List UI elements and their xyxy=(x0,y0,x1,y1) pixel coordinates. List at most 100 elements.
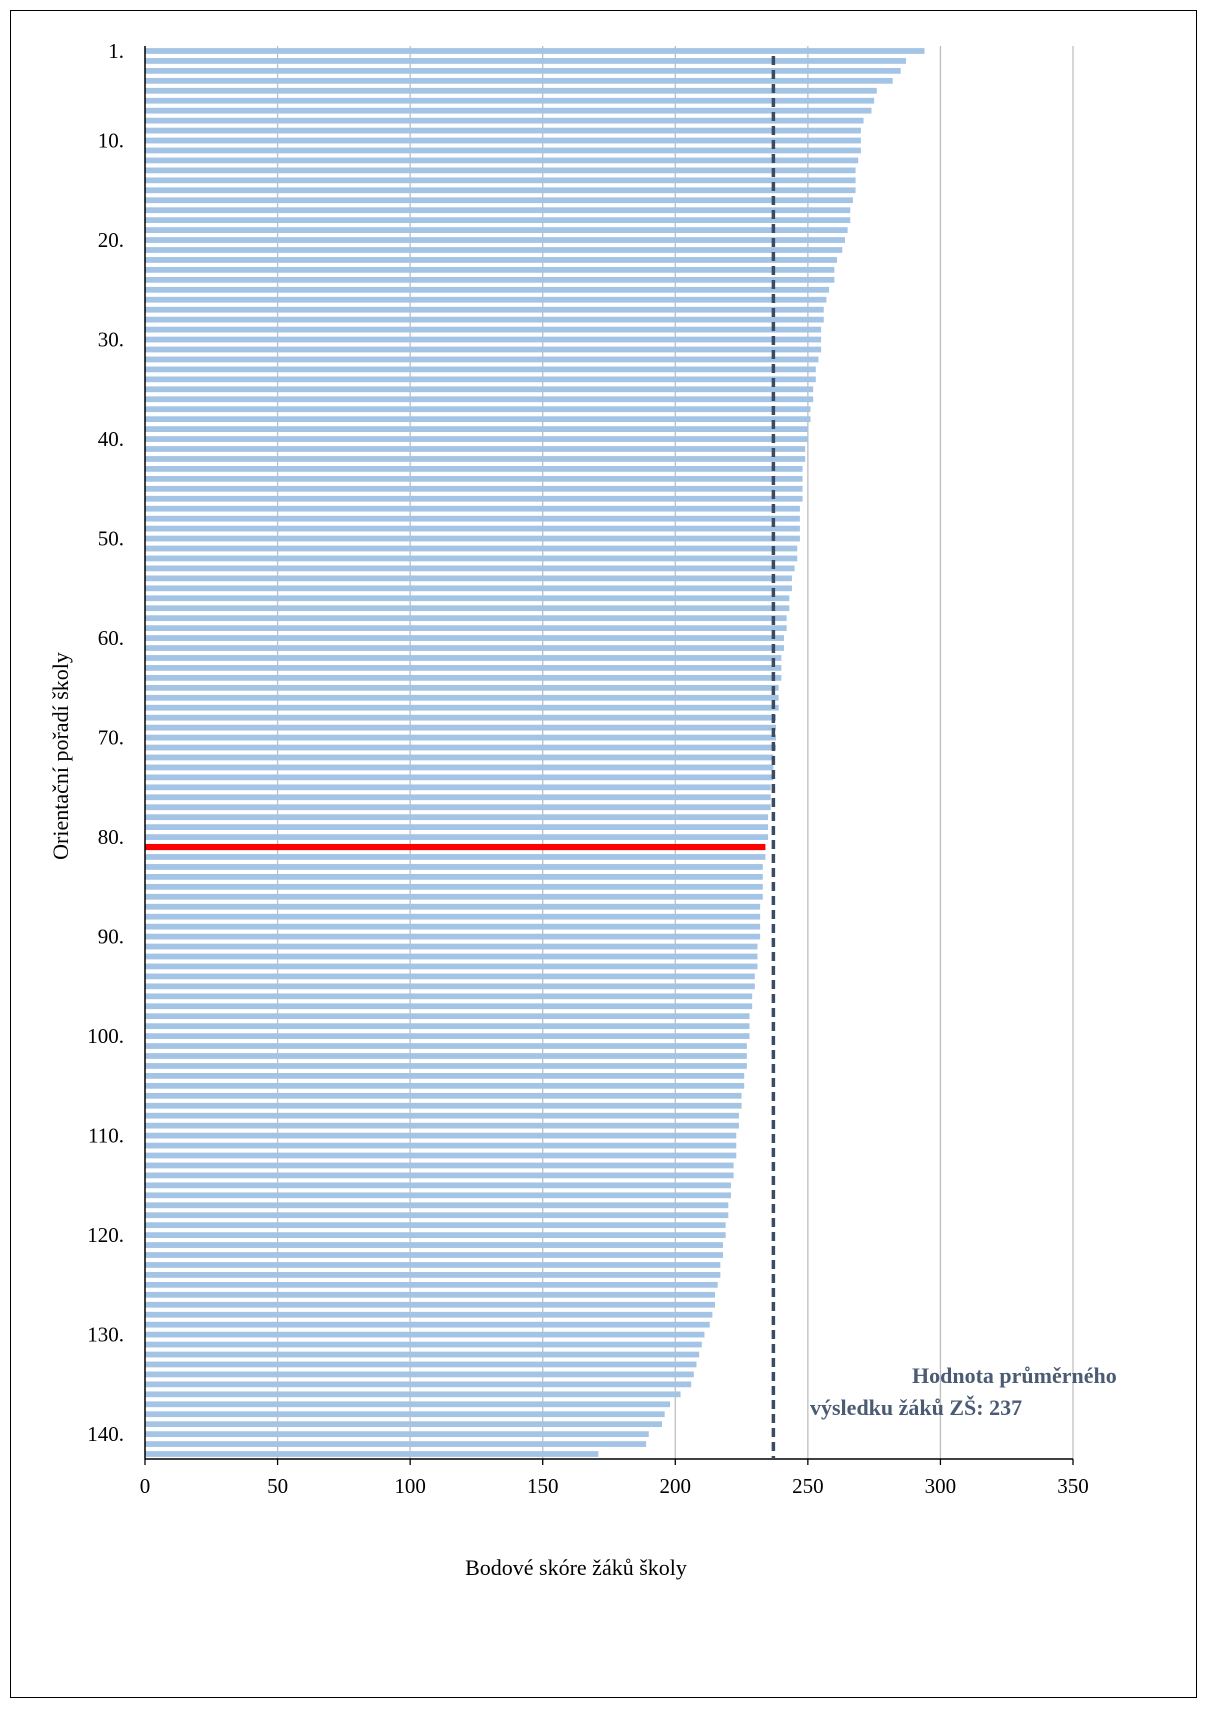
bar-school-11 xyxy=(145,147,861,154)
bar-school-114 xyxy=(145,1172,734,1179)
bar-school-67 xyxy=(145,704,779,711)
y-tick-label: 70. xyxy=(98,726,124,750)
bar-school-138 xyxy=(145,1411,665,1418)
x-tick-label: 200 xyxy=(660,1474,692,1498)
bar-school-68 xyxy=(145,714,777,721)
bar-school-7 xyxy=(145,107,872,114)
bar-school-45 xyxy=(145,485,803,492)
bar-school-128 xyxy=(145,1311,713,1318)
bar-school-86 xyxy=(145,893,763,900)
bar-school-8 xyxy=(145,117,864,124)
y-tick-label: 110. xyxy=(88,1124,124,1148)
bar-school-140 xyxy=(145,1431,649,1438)
x-tick-label: 350 xyxy=(1057,1474,1089,1498)
bar-school-82 xyxy=(145,854,766,860)
y-tick-label: 1. xyxy=(108,39,124,63)
y-tick-label: 90. xyxy=(98,925,124,949)
bar-school-46 xyxy=(145,495,803,502)
bar-school-57 xyxy=(145,605,790,612)
bar-school-9 xyxy=(145,127,861,134)
bar-school-65 xyxy=(145,684,779,691)
bar-school-37 xyxy=(145,406,811,413)
bar-school-105 xyxy=(145,1082,745,1089)
bar-school-3 xyxy=(145,67,901,74)
bar-school-31 xyxy=(145,346,822,353)
bar-school-74 xyxy=(145,774,774,781)
y-tick-label: 30. xyxy=(98,328,124,352)
bar-school-48 xyxy=(145,515,800,522)
bar-school-29 xyxy=(145,326,822,333)
bar-school-54 xyxy=(145,575,792,582)
bar-school-108 xyxy=(145,1112,739,1119)
y-axis-title: Orientační pořadí školy xyxy=(48,652,73,860)
bar-school-66 xyxy=(145,694,779,701)
bar-school-80 xyxy=(145,834,769,840)
bar-school-71 xyxy=(145,744,777,751)
chart-frame: 0 50 100 150 200 250 300 350 1. 10. 20. 30. 40. 50. 60… xyxy=(10,10,1197,1698)
bar-school-85 xyxy=(145,883,763,890)
bar-school-106 xyxy=(145,1092,742,1099)
bar-school-75 xyxy=(145,784,771,791)
y-tick-label: 130. xyxy=(87,1323,124,1347)
annotation-line-2: výsledku žáků ZŠ: 237 xyxy=(810,1395,1022,1420)
bar-school-98 xyxy=(145,1013,750,1020)
y-tick-label: 140. xyxy=(87,1422,124,1446)
bar-school-58 xyxy=(145,615,787,622)
bar-school-50 xyxy=(145,535,800,542)
bar-school-27 xyxy=(145,306,824,313)
y-tick-label: 100. xyxy=(87,1024,124,1048)
bar-school-78 xyxy=(145,814,769,821)
bar-school-62 xyxy=(145,655,782,661)
bar-school-17 xyxy=(145,207,851,214)
bar-school-83 xyxy=(145,864,763,870)
x-tick-label: 250 xyxy=(792,1474,824,1498)
bar-school-38 xyxy=(145,416,811,423)
bar-school-133 xyxy=(145,1361,697,1368)
y-tick-label: 60. xyxy=(98,626,124,650)
bar-school-13 xyxy=(145,167,856,174)
bar-school-87 xyxy=(145,903,761,910)
bar-school-89 xyxy=(145,923,761,930)
bar-school-109 xyxy=(145,1122,739,1129)
bar-school-2 xyxy=(145,58,906,64)
bar-school-39 xyxy=(145,426,808,432)
bar-school-104 xyxy=(145,1073,745,1079)
x-tick-label: 150 xyxy=(527,1474,559,1498)
highlighted-school-bar xyxy=(145,843,766,851)
bar-school-6 xyxy=(145,97,875,104)
bar-school-36 xyxy=(145,396,814,403)
bar-school-103 xyxy=(145,1063,747,1069)
bar-school-95 xyxy=(145,983,755,990)
bar-school-61 xyxy=(145,645,784,651)
bar-school-40 xyxy=(145,436,808,442)
bar-school-41 xyxy=(145,446,806,452)
bar-school-14 xyxy=(145,177,856,184)
bar-school-56 xyxy=(145,595,790,602)
labels: 0 50 100 150 200 250 300 350 1. 10. 20. 30. 40. 50. 60… xyxy=(87,39,1089,1498)
bar-school-107 xyxy=(145,1102,742,1109)
bar-school-129 xyxy=(145,1321,710,1328)
y-tick-label: 120. xyxy=(87,1223,124,1247)
bar-school-126 xyxy=(145,1291,716,1298)
bar-school-102 xyxy=(145,1053,747,1059)
bar-school-5 xyxy=(145,87,877,94)
bar-school-115 xyxy=(145,1182,731,1189)
bar-school-84 xyxy=(145,873,763,880)
bar-school-101 xyxy=(145,1043,747,1049)
x-tick-label: 0 xyxy=(140,1474,151,1498)
bar-school-137 xyxy=(145,1401,670,1408)
bar-school-110 xyxy=(145,1132,737,1139)
bars xyxy=(145,48,925,1457)
bar-school-43 xyxy=(145,466,803,472)
bar-school-91 xyxy=(145,943,758,950)
bar-school-116 xyxy=(145,1192,731,1199)
bar-school-73 xyxy=(145,764,774,771)
bar-school-94 xyxy=(145,973,755,980)
bar-school-112 xyxy=(145,1152,737,1159)
bar-school-22 xyxy=(145,257,838,263)
bar-school-64 xyxy=(145,674,782,681)
bar-school-1 xyxy=(145,48,925,54)
bar-school-15 xyxy=(145,187,856,194)
axes xyxy=(144,46,1074,1465)
bar-school-63 xyxy=(145,665,782,671)
